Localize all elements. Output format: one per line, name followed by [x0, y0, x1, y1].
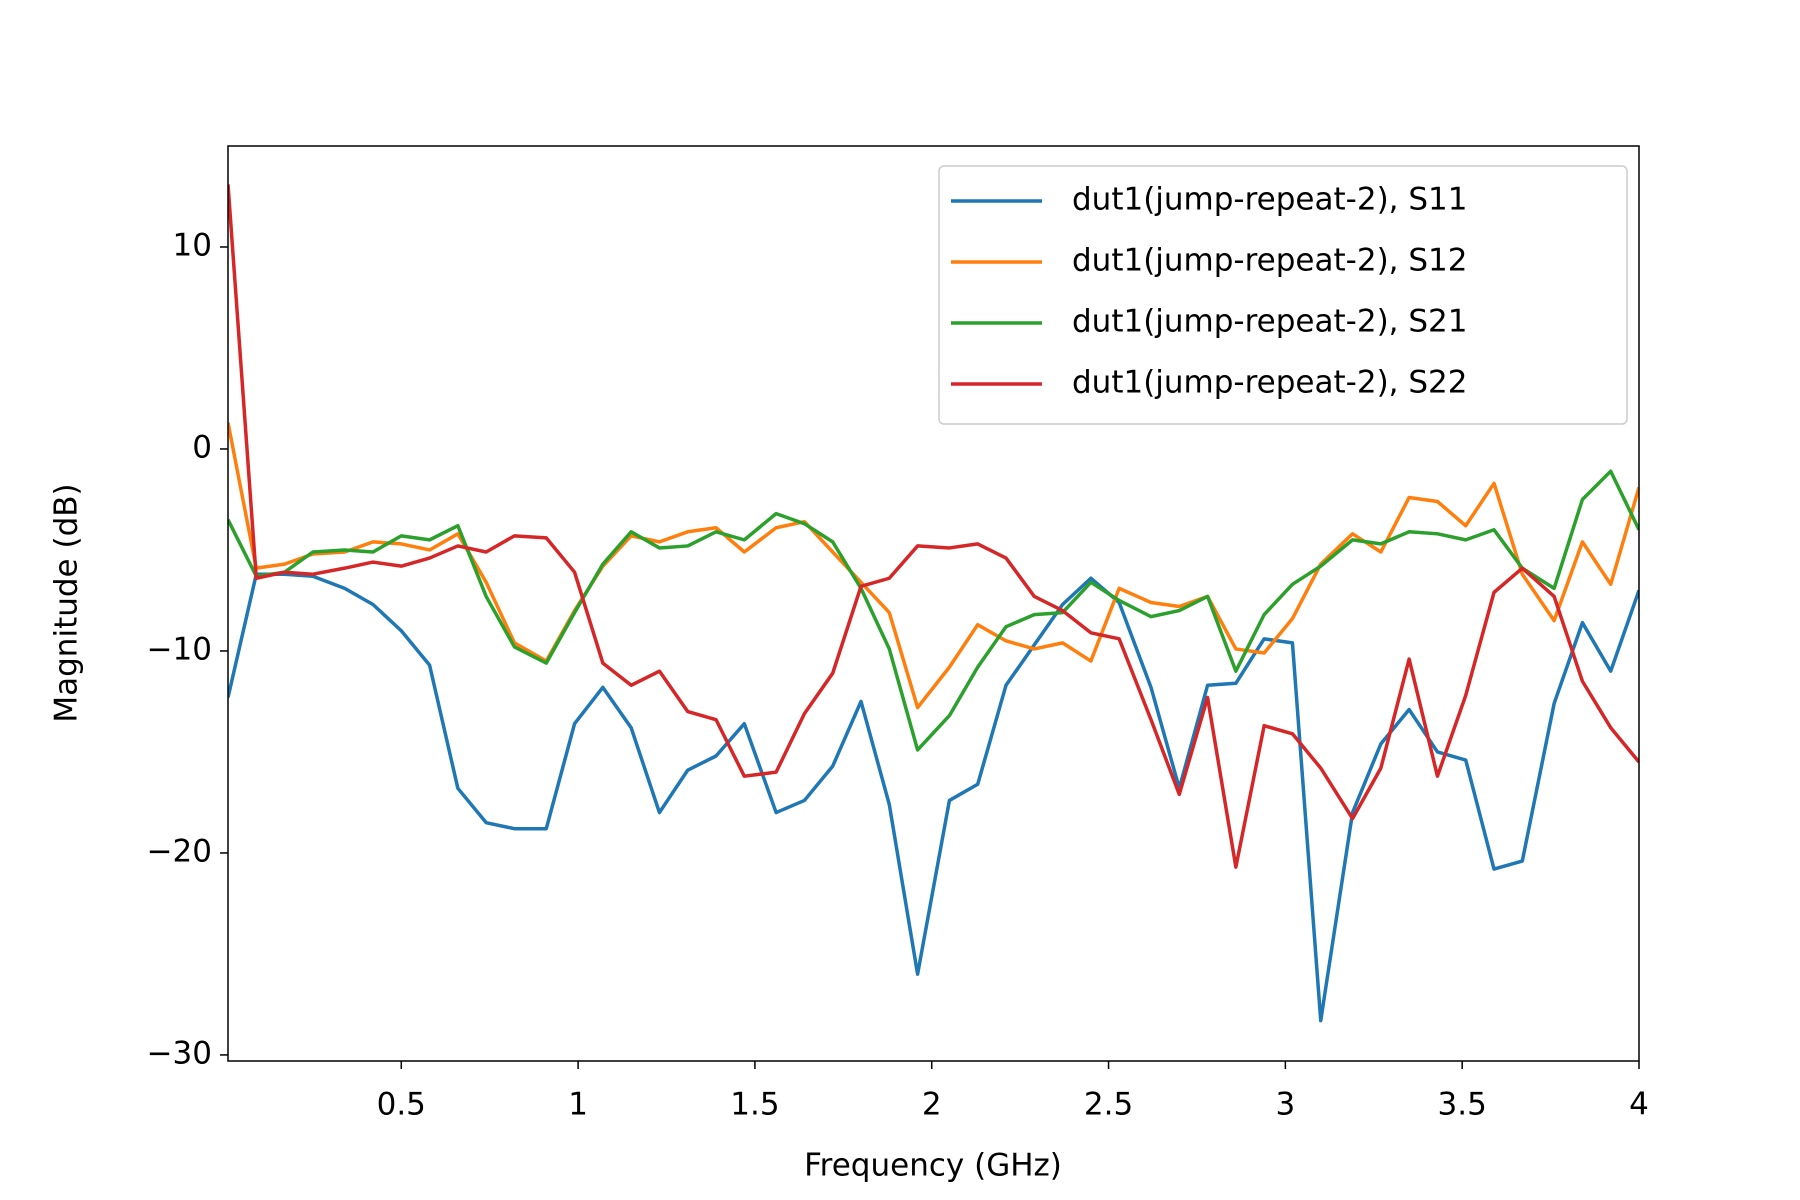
- x-tick-label: 4: [1629, 1087, 1649, 1123]
- x-tick-label: 0.5: [377, 1087, 426, 1123]
- y-axis-label: Magnitude (dB): [49, 483, 85, 722]
- series-line: [228, 572, 1639, 1023]
- legend-label: dut1(jump-repeat-2), S22: [1072, 365, 1468, 401]
- legend-label: dut1(jump-repeat-2), S21: [1072, 304, 1468, 340]
- series-line: [228, 469, 1639, 752]
- x-tick-label: 2.5: [1084, 1087, 1133, 1123]
- plot-frame: [227, 145, 1640, 1062]
- x-tick-label: 1: [568, 1087, 588, 1123]
- x-tick-label: 2: [922, 1087, 942, 1123]
- legend-box: [938, 165, 1628, 425]
- y-tick-label: −10: [147, 631, 212, 667]
- x-tick-label: 3.5: [1438, 1087, 1487, 1123]
- y-tick-label: −20: [147, 833, 212, 869]
- series-line: [228, 184, 1639, 869]
- y-tick-label: −30: [147, 1035, 212, 1071]
- x-tick-label: 1.5: [730, 1087, 779, 1123]
- legend-label: dut1(jump-repeat-2), S12: [1072, 243, 1468, 279]
- y-tick-label: 10: [173, 227, 212, 263]
- x-tick-label: 3: [1275, 1087, 1295, 1123]
- series-line: [228, 422, 1639, 710]
- x-axis-label: Frequency (GHz): [804, 1148, 1062, 1184]
- y-tick-label: 0: [192, 429, 212, 465]
- legend-label: dut1(jump-repeat-2), S11: [1072, 182, 1468, 218]
